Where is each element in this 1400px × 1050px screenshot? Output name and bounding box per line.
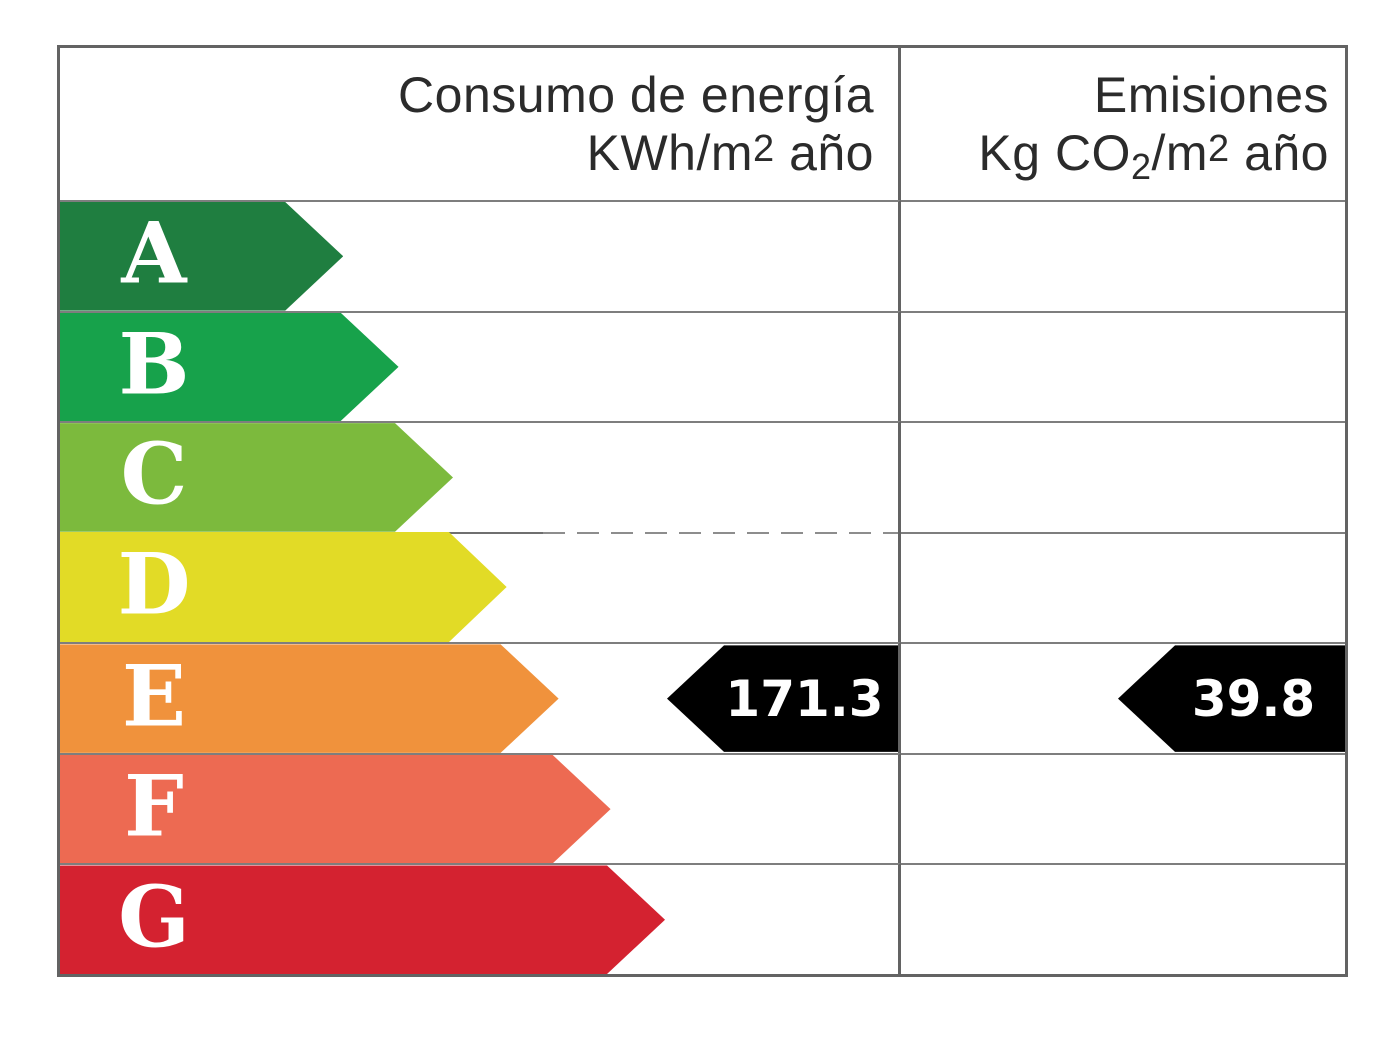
band-arrow-b: B (60, 313, 399, 422)
band-letter-g: G (118, 867, 190, 967)
band-letter-f: F (124, 756, 184, 856)
band-arrow-c: C (60, 423, 453, 532)
band-arrow-e: E (60, 644, 559, 753)
band-a-cell: A (60, 200, 901, 311)
band-f-cell: F (60, 752, 901, 864)
superscript-2: 2 (1208, 128, 1230, 170)
band-row-e: E 171.3 39.8 (60, 642, 1345, 753)
band-arrow-f: F (60, 755, 611, 864)
band-arrow-a: A (60, 202, 343, 311)
dashed-line-segment (543, 531, 898, 534)
band-f-emissions-cell (901, 752, 1345, 864)
band-c-emissions-cell (901, 421, 1345, 532)
band-row-d: D (60, 531, 1345, 643)
band-e-cell: E 171.3 (60, 642, 901, 753)
energy-rating-table: Consumo de energía KWh/m2 año Emisiones … (57, 45, 1348, 977)
band-c-cell: C (60, 421, 901, 532)
band-b-cell: B (60, 310, 901, 422)
band-letter-e: E (121, 646, 187, 746)
band-letter-b: B (118, 314, 190, 414)
band-g-cell: G (60, 863, 901, 975)
band-g-emissions-cell (901, 863, 1345, 974)
band-d-emissions-cell (901, 531, 1345, 643)
band-arrow-g: G (60, 865, 665, 974)
band-letter-c: C (120, 424, 188, 524)
header-row: Consumo de energía KWh/m2 año Emisiones … (60, 48, 1345, 200)
band-row-a: A (60, 200, 1345, 311)
emissions-value-arrow: 39.8 (1118, 645, 1345, 752)
emissions-title: Emisiones (1093, 67, 1329, 123)
band-b-emissions-cell (901, 310, 1345, 422)
band-row-g: G (60, 863, 1345, 975)
band-row-b: B (60, 310, 1345, 422)
band-letter-a: A (121, 203, 187, 303)
consumption-value: 171.3 (725, 669, 884, 728)
emissions-value: 39.8 (1191, 669, 1316, 728)
band-row-f: F (60, 752, 1345, 864)
band-e-emissions-cell: 39.8 (901, 642, 1345, 753)
band-letter-d: D (117, 534, 191, 634)
band-arrow-d: D (60, 532, 507, 643)
consumption-unit: KWh/m2 año (586, 125, 874, 181)
subscript-2: 2 (1130, 146, 1152, 187)
consumption-title: Consumo de energía (398, 67, 874, 123)
header-consumption: Consumo de energía KWh/m2 año (60, 48, 901, 200)
consumption-value-arrow: 171.3 (667, 645, 898, 752)
header-emissions: Emisiones Kg CO2/m2 año (901, 48, 1345, 200)
band-d-cell: D (60, 531, 901, 643)
band-row-c: C (60, 421, 1345, 532)
band-a-emissions-cell (901, 200, 1345, 311)
superscript-2: 2 (753, 128, 775, 170)
emissions-unit: Kg CO2/m2 año (978, 125, 1329, 187)
